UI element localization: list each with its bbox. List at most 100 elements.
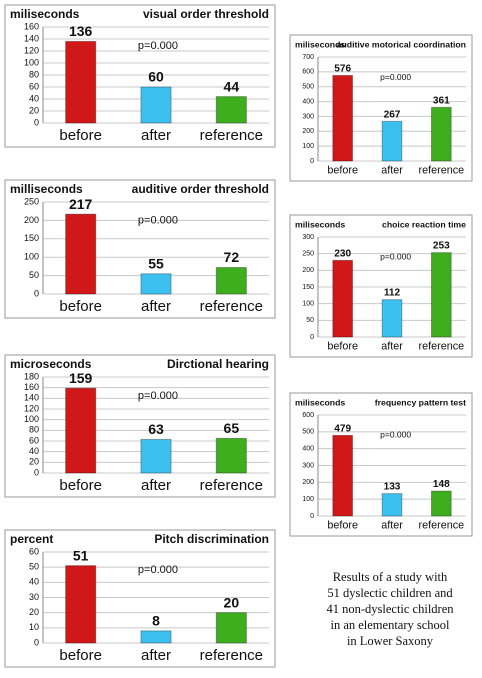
x-tick-label: after (381, 340, 403, 352)
value-label: 133 (384, 482, 401, 493)
y-tick-label: 0 (310, 158, 314, 165)
y-tick-label: 300 (302, 234, 314, 241)
y-tick-label: 700 (302, 54, 314, 61)
value-label: 63 (148, 421, 164, 437)
bar (65, 213, 97, 295)
x-tick-label: after (141, 298, 171, 315)
caption-line: 51 dyslectic children and (327, 586, 453, 600)
y-tick-label: 100 (24, 252, 39, 262)
y-tick-label: 100 (24, 414, 39, 424)
chart-title: frequency pattern test (375, 397, 466, 407)
y-tick-label: 180 (24, 371, 39, 381)
x-tick-label: reference (200, 647, 263, 664)
bar (140, 438, 172, 474)
chart-title: choice reaction time (382, 219, 466, 229)
y-tick-label: 250 (24, 196, 39, 206)
bar (215, 267, 247, 295)
y-axis-label: miliseconds (10, 7, 80, 21)
y-axis-label: miliseconds (295, 397, 345, 407)
annotation: p=0.000 (380, 429, 411, 439)
chart-title: Pitch discrimination (154, 532, 269, 546)
bar (332, 74, 354, 162)
y-tick-label: 60 (29, 435, 39, 445)
y-tick-label: 80 (29, 69, 39, 79)
y-tick-label: 250 (302, 251, 314, 258)
value-label: 253 (433, 241, 450, 252)
value-label: 148 (433, 479, 450, 490)
y-tick-label: 50 (306, 317, 314, 324)
value-label: 112 (384, 288, 401, 299)
caption-line: Results of a study with (333, 570, 448, 584)
x-tick-label: reference (419, 340, 465, 352)
caption-line: in Lower Saxony (347, 634, 434, 648)
y-tick-label: 40 (29, 577, 39, 587)
y-tick-label: 300 (302, 462, 314, 469)
caption-line: in an elementary school (330, 618, 450, 632)
x-tick-label: reference (200, 298, 263, 315)
y-tick-label: 50 (29, 562, 39, 572)
chart-frame (4, 529, 276, 668)
x-tick-label: reference (419, 519, 465, 531)
y-tick-label: 10 (29, 622, 39, 632)
bar (65, 40, 97, 124)
y-tick-label: 50 (29, 270, 39, 280)
annotation: p=0.000 (138, 390, 178, 402)
y-tick-label: 30 (29, 592, 39, 602)
y-tick-label: 400 (302, 446, 314, 453)
bar (430, 252, 452, 338)
value-label: 72 (224, 249, 240, 265)
y-tick-label: 300 (302, 113, 314, 120)
value-label: 51 (73, 547, 89, 563)
bar (332, 434, 354, 517)
y-tick-label: 600 (302, 69, 314, 76)
bar (65, 387, 97, 474)
chart-title: visual order threshold (143, 7, 269, 21)
annotation: p=0.000 (380, 72, 411, 82)
y-tick-label: 0 (34, 117, 39, 127)
x-tick-label: after (141, 127, 171, 144)
y-tick-label: 200 (302, 267, 314, 274)
y-tick-label: 20 (29, 607, 39, 617)
value-label: 60 (148, 69, 164, 85)
y-tick-label: 150 (24, 233, 39, 243)
bar (215, 96, 247, 124)
value-label: 267 (384, 109, 401, 120)
y-tick-label: 200 (24, 215, 39, 225)
y-tick-label: 20 (29, 105, 39, 115)
y-tick-label: 40 (29, 93, 39, 103)
y-tick-label: 140 (24, 393, 39, 403)
bar (381, 120, 403, 162)
y-axis-label: miliseconds (295, 219, 345, 229)
bar (430, 490, 452, 517)
y-tick-label: 120 (24, 403, 39, 413)
value-label: 479 (334, 423, 351, 434)
y-tick-label: 0 (34, 467, 39, 477)
bar (140, 273, 172, 295)
x-tick-label: reference (200, 477, 263, 494)
chart-frame (4, 179, 276, 319)
y-tick-label: 150 (302, 284, 314, 291)
y-tick-label: 160 (24, 21, 39, 31)
chart-title: auditive motorical coordination (337, 39, 466, 49)
y-axis-label: percent (10, 532, 53, 546)
y-tick-label: 100 (302, 143, 314, 150)
y-axis-label: microseconds (10, 357, 92, 371)
chart-title: auditive order threshold (132, 182, 269, 196)
x-tick-label: before (327, 519, 358, 531)
x-tick-label: reference (200, 127, 263, 144)
y-tick-label: 100 (24, 57, 39, 67)
bar (381, 299, 403, 338)
y-tick-label: 0 (310, 513, 314, 520)
x-tick-label: before (59, 298, 102, 315)
value-label: 55 (148, 255, 164, 271)
bar (215, 612, 247, 644)
y-tick-label: 40 (29, 446, 39, 456)
chart-title: Dirctional hearing (167, 357, 269, 371)
x-tick-label: before (59, 477, 102, 494)
x-tick-label: after (141, 647, 171, 664)
x-tick-label: before (59, 647, 102, 664)
y-axis-label: milliseconds (10, 182, 83, 196)
x-tick-label: after (381, 164, 403, 176)
x-tick-label: after (141, 477, 171, 494)
annotation: p=0.000 (138, 564, 178, 576)
